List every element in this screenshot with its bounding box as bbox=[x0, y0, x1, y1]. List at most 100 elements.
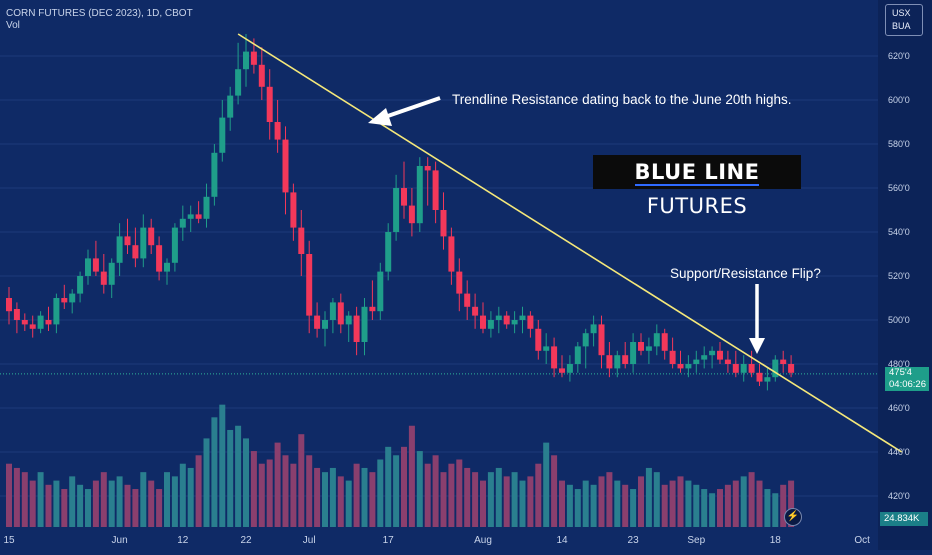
candle-body bbox=[243, 51, 249, 70]
y-tick-label: 440'0 bbox=[888, 447, 910, 457]
volume-bar bbox=[377, 459, 384, 527]
candle-body bbox=[29, 324, 36, 329]
volume-bar bbox=[100, 472, 107, 527]
candle-body bbox=[92, 258, 99, 272]
x-tick-label: 17 bbox=[383, 535, 395, 546]
candle-body bbox=[361, 306, 368, 342]
volume-bar bbox=[361, 467, 368, 527]
volume-bar bbox=[250, 451, 257, 527]
volume-bar bbox=[29, 480, 36, 527]
volume-bar bbox=[92, 480, 99, 527]
candle-body bbox=[559, 368, 565, 373]
volume-bar bbox=[788, 480, 795, 527]
candle-body bbox=[369, 306, 376, 312]
volume-bar bbox=[527, 476, 534, 527]
candle-body bbox=[503, 315, 510, 325]
candle-body bbox=[551, 346, 558, 369]
x-tick-label: Aug bbox=[474, 535, 492, 546]
volume-bar bbox=[780, 484, 787, 527]
lightning-icon[interactable]: ⚡ bbox=[784, 508, 802, 526]
brand-bold: BLUE LINE bbox=[634, 160, 760, 186]
volume-bar bbox=[235, 425, 242, 527]
volume-bar bbox=[748, 472, 755, 527]
volume-bar bbox=[724, 484, 731, 527]
volume-bar bbox=[401, 446, 407, 527]
volume-bar bbox=[622, 484, 629, 527]
volume-bar bbox=[669, 480, 676, 527]
x-tick-label: 12 bbox=[177, 535, 189, 546]
candle-body bbox=[385, 232, 392, 272]
y-tick-label: 560'0 bbox=[888, 183, 910, 193]
candle-body bbox=[227, 95, 234, 118]
candle-body bbox=[432, 170, 439, 210]
candle-body bbox=[179, 218, 186, 228]
volume-bar bbox=[693, 484, 700, 527]
candle-body bbox=[780, 359, 787, 364]
trendline bbox=[237, 33, 903, 453]
candle-body bbox=[250, 51, 257, 65]
candle-body bbox=[322, 320, 328, 329]
x-tick-label: Jun bbox=[112, 535, 128, 546]
volume-bar bbox=[456, 459, 463, 527]
candle-body bbox=[669, 350, 676, 364]
candle-body bbox=[274, 122, 281, 140]
volume-bar bbox=[464, 467, 471, 527]
candle-body bbox=[756, 372, 763, 382]
volume-bar bbox=[353, 463, 360, 527]
volume-bar bbox=[298, 434, 305, 527]
volume-bar bbox=[519, 480, 526, 527]
candle-body bbox=[693, 359, 700, 364]
volume-tag: 24.834K bbox=[880, 512, 928, 526]
y-tick-label: 520'0 bbox=[888, 271, 910, 281]
volume-bar bbox=[164, 472, 170, 527]
candle-body bbox=[701, 355, 708, 360]
volume-bar bbox=[179, 463, 186, 527]
volume-bar bbox=[211, 417, 218, 527]
candle-body bbox=[85, 258, 91, 276]
candle-body bbox=[337, 302, 344, 325]
candle-body bbox=[61, 298, 68, 303]
volume-bar bbox=[116, 476, 123, 527]
y-tick-label: 480'0 bbox=[888, 359, 910, 369]
candle-body bbox=[306, 254, 313, 316]
volume-bar bbox=[685, 480, 692, 527]
candle-body bbox=[290, 192, 297, 228]
candle-body bbox=[661, 333, 668, 351]
candle-body bbox=[685, 364, 692, 369]
currency-line-2: BUA bbox=[892, 21, 911, 31]
candle-body bbox=[440, 210, 447, 237]
candle-body bbox=[456, 271, 463, 294]
candle-body bbox=[13, 309, 20, 320]
candle-body bbox=[211, 152, 218, 197]
candle-body bbox=[401, 188, 407, 206]
volume-bar bbox=[369, 472, 376, 527]
currency-badge[interactable]: USX BUA bbox=[885, 4, 923, 36]
volume-bar bbox=[187, 467, 194, 527]
volume-bar bbox=[653, 472, 660, 527]
price-tag: 475'4 04:06:26 bbox=[885, 367, 929, 391]
volume-bar bbox=[85, 489, 91, 527]
candle-body bbox=[622, 355, 629, 364]
volume-bar bbox=[559, 480, 565, 527]
candle-body bbox=[732, 364, 739, 373]
volume-bar bbox=[53, 480, 60, 527]
candle-body bbox=[266, 86, 273, 122]
candle-body bbox=[164, 262, 170, 272]
volume-bar bbox=[566, 484, 573, 527]
volume-bar bbox=[551, 455, 558, 527]
candle-body bbox=[132, 245, 139, 259]
candle-body bbox=[353, 315, 360, 342]
candle-body bbox=[724, 359, 731, 364]
volume-bar bbox=[677, 476, 684, 527]
volume-bar bbox=[582, 480, 589, 527]
candle-body bbox=[203, 196, 210, 219]
volume-bar bbox=[764, 489, 771, 527]
volume-bar bbox=[45, 484, 52, 527]
y-tick-label: 600'0 bbox=[888, 95, 910, 105]
volume-bar bbox=[37, 472, 44, 527]
candle-body bbox=[108, 262, 115, 285]
volume-bar bbox=[108, 480, 115, 527]
candle-body bbox=[298, 227, 305, 254]
